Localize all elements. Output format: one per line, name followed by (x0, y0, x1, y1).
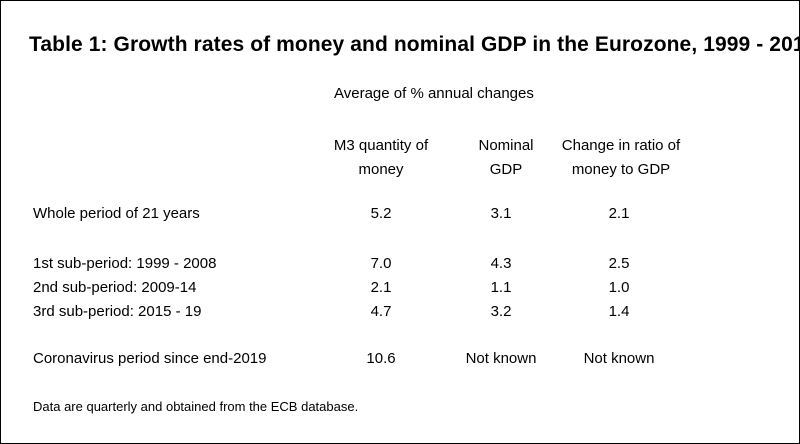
ratio-value: 2.5 (608, 255, 630, 272)
column-header-m3-line2: money (358, 161, 404, 178)
gdp-value: 3.2 (490, 303, 512, 320)
m3-value: 10.6 (366, 350, 396, 367)
gdp-value: 3.1 (490, 205, 512, 222)
column-header-m3: M3 quantity of money (316, 134, 446, 182)
ratio-value: Not known (583, 350, 655, 367)
m3-value: 4.7 (370, 303, 392, 320)
table-footnote: Data are quarterly and obtained from the… (33, 399, 359, 414)
row-label: 1st sub-period: 1999 - 2008 (33, 255, 217, 272)
column-header-m3-line1: M3 quantity of (333, 137, 429, 154)
ratio-value: 1.0 (608, 279, 630, 296)
column-header-ratio-line1: Change in ratio of (561, 137, 681, 154)
column-header-gdp-line1: Nominal (478, 137, 534, 154)
table-row-second-sub-period: 2nd sub-period: 2009-14 2.1 1.1 1.0 (1, 277, 800, 299)
gdp-value: 4.3 (490, 255, 512, 272)
column-header-ratio: Change in ratio of money to GDP (541, 134, 701, 182)
table-row-first-sub-period: 1st sub-period: 1999 - 2008 7.0 4.3 2.5 (1, 253, 800, 275)
ratio-value: 1.4 (608, 303, 630, 320)
m3-value: 7.0 (370, 255, 392, 272)
table-title: Table 1: Growth rates of money and nomin… (29, 33, 800, 56)
column-header-ratio-line2: money to GDP (571, 161, 671, 178)
table-row-whole-period: Whole period of 21 years 5.2 3.1 2.1 (1, 203, 800, 225)
table-row-third-sub-period: 3rd sub-period: 2015 - 19 4.7 3.2 1.4 (1, 301, 800, 323)
row-label: Coronavirus period since end-2019 (33, 350, 267, 367)
gdp-value: Not known (465, 350, 537, 367)
m3-value: 2.1 (370, 279, 392, 296)
table-subtitle: Average of % annual changes (334, 85, 534, 102)
column-header-gdp: Nominal GDP (451, 134, 561, 182)
row-label: 3rd sub-period: 2015 - 19 (33, 303, 202, 320)
ratio-value: 2.1 (608, 205, 630, 222)
column-header-gdp-line2: GDP (489, 161, 523, 178)
table-row-coronavirus-period: Coronavirus period since end-2019 10.6 N… (1, 348, 800, 370)
row-label: Whole period of 21 years (33, 205, 200, 222)
gdp-value: 1.1 (490, 279, 512, 296)
row-label: 2nd sub-period: 2009-14 (33, 279, 197, 296)
m3-value: 5.2 (370, 205, 392, 222)
